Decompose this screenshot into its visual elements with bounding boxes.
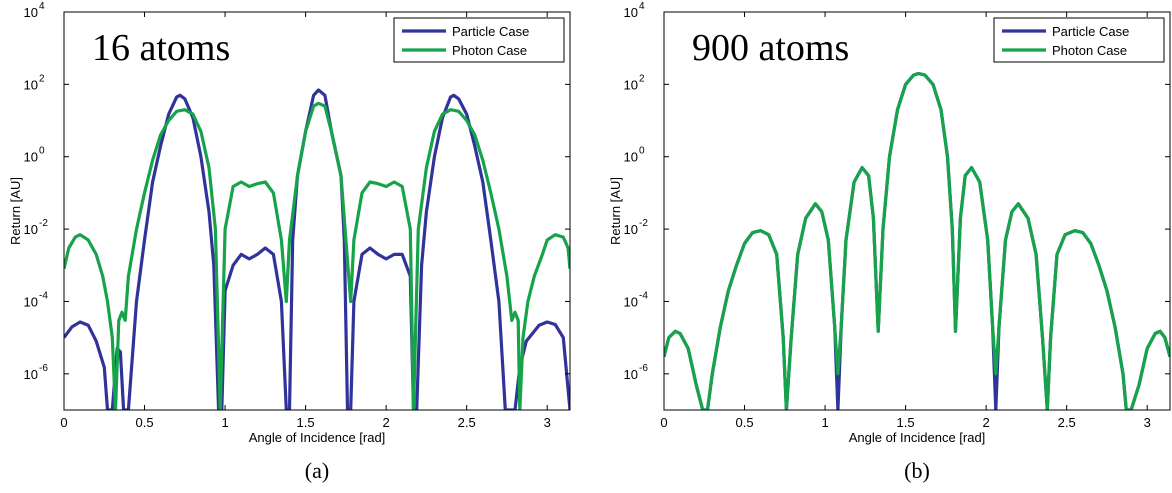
y-tick-label: 10 [624, 294, 638, 309]
x-tick-label: 2.5 [458, 415, 476, 430]
y-tick-exponent: 0 [639, 146, 645, 157]
x-axis-label: Angle of Incidence [rad] [249, 430, 386, 445]
series-line-particle-case [64, 88, 570, 410]
y-tick-label: 10 [624, 77, 638, 92]
x-tick-label: 1.5 [297, 415, 315, 430]
legend-box [393, 17, 565, 63]
panel-label: (b) [904, 458, 930, 483]
y-tick-exponent: 4 [39, 1, 45, 12]
y-tick-label: 10 [624, 222, 638, 237]
x-tick-label: 2 [383, 415, 390, 430]
y-tick-exponent: -6 [39, 363, 48, 374]
x-tick-label: 2.5 [1058, 415, 1076, 430]
x-tick-label: 1.5 [897, 415, 915, 430]
axes-frame [63, 11, 571, 411]
y-tick-label: 10 [24, 150, 38, 165]
x-axis-label: Angle of Incidence [rad] [849, 430, 986, 445]
y-tick-exponent: -4 [639, 290, 648, 301]
y-tick-label: 10 [24, 367, 38, 382]
x-tick-label: 1 [221, 415, 228, 430]
atom-count-annotation: 16 atoms [92, 27, 230, 69]
legend-entry-label: Photon Case [452, 43, 527, 58]
legend-entry-label: Photon Case [1052, 43, 1127, 58]
panel-label: (a) [305, 458, 329, 483]
legend: Particle Case Photon Case [993, 17, 1165, 63]
y-tick-exponent: 2 [639, 73, 645, 84]
legend: Particle Case Photon Case [393, 17, 565, 63]
y-tick-label: 10 [24, 222, 38, 237]
series-line-photon-case [664, 71, 1170, 410]
y-tick-exponent: 4 [639, 1, 645, 12]
y-tick-exponent: -2 [39, 218, 48, 229]
atom-count-annotation: 900 atoms [692, 27, 849, 69]
y-tick-label: 10 [624, 150, 638, 165]
legend-entry-label: Particle Case [452, 24, 529, 39]
legend-box [993, 17, 1165, 63]
y-tick-label: 10 [624, 367, 638, 382]
y-tick-exponent: -4 [39, 290, 48, 301]
x-tick-label: 2 [983, 415, 990, 430]
legend-entry-label: Particle Case [1052, 24, 1129, 39]
y-tick-label: 10 [624, 5, 638, 20]
x-tick-label: 1 [821, 415, 828, 430]
y-tick-label: 10 [24, 294, 38, 309]
y-tick-exponent: -2 [639, 218, 648, 229]
y-tick-label: 10 [24, 5, 38, 20]
x-tick-label: 0.5 [735, 415, 753, 430]
series-line-particle-case [664, 71, 1170, 410]
y-axis-label: Return [AU] [608, 177, 623, 245]
x-tick-label: 3 [1144, 415, 1151, 430]
x-tick-label: 0 [60, 415, 67, 430]
x-tick-label: 0.5 [135, 415, 153, 430]
y-tick-exponent: 0 [39, 146, 45, 157]
x-tick-label: 3 [544, 415, 551, 430]
x-tick-label: 0 [660, 415, 667, 430]
y-axis-label: Return [AU] [8, 177, 23, 245]
y-tick-label: 10 [24, 77, 38, 92]
series-line-photon-case [64, 101, 570, 410]
y-tick-exponent: -6 [639, 363, 648, 374]
axes-frame [663, 11, 1171, 411]
y-tick-exponent: 2 [39, 73, 45, 84]
